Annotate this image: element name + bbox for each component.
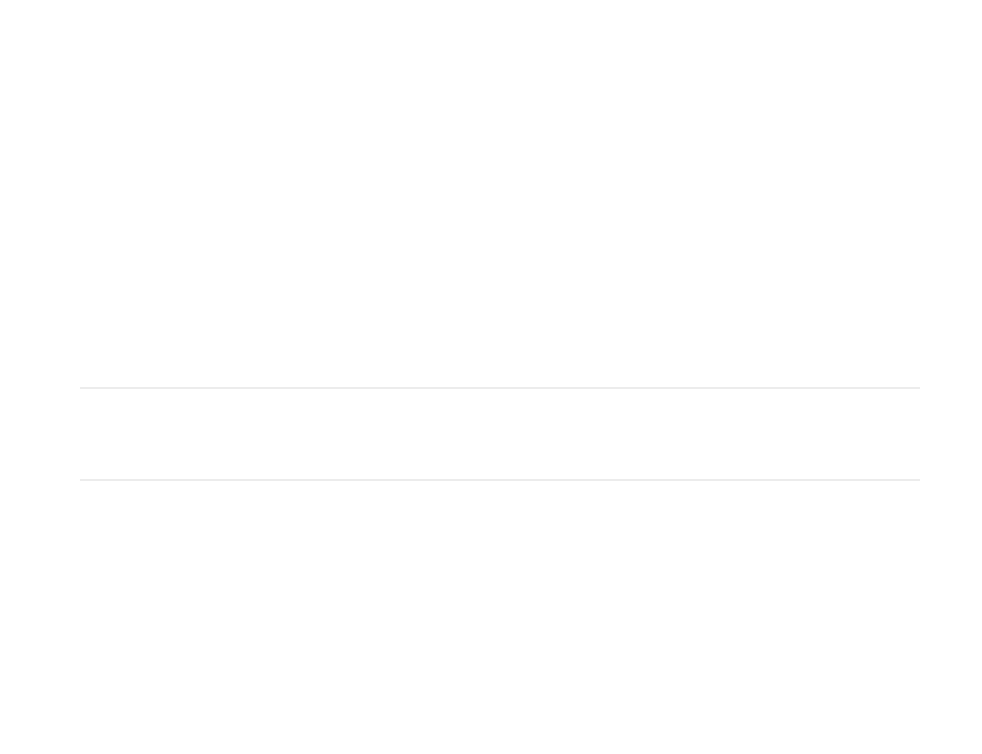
chart-svg: [10, 10, 972, 744]
chart-root: [10, 10, 972, 744]
